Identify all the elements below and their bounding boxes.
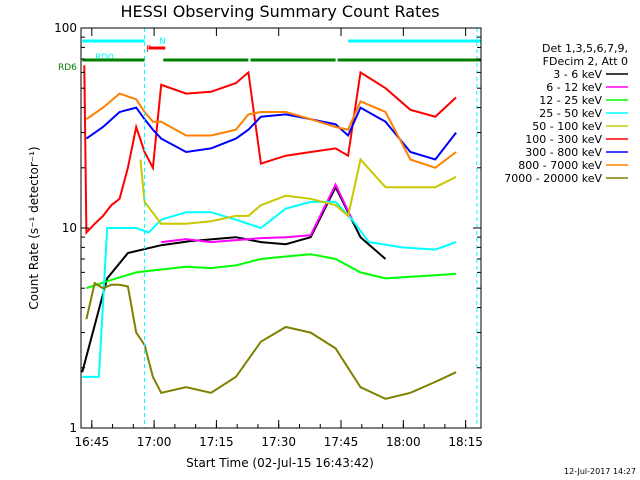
x-tick-label: 16:45 <box>75 435 110 449</box>
y-tick-label: 10 <box>62 221 77 235</box>
y-tick-label: 100 <box>54 21 77 35</box>
legend-label-12-25-kev: 12 - 25 keV <box>539 94 602 107</box>
flag-label-f: F <box>146 45 151 55</box>
flag-label-n: N <box>159 37 166 47</box>
footer-date: 12-Jul-2017 14:27 <box>564 467 636 476</box>
legend: Det 1,3,5,6,7,9, FDecim 2, Att 0 3 - 6 k… <box>504 42 628 185</box>
series-line-50-100-kev <box>139 157 457 225</box>
legend-label-6-12-kev: 6 - 12 keV <box>546 81 602 94</box>
series-line-12-25-kev <box>86 253 457 290</box>
x-tick-label: 17:00 <box>137 435 172 449</box>
legend-header-line-1: Det 1,3,5,6,7,9, <box>542 42 628 55</box>
x-tick-label: 18:15 <box>448 435 483 449</box>
legend-label-50-100-kev: 50 - 100 keV <box>532 120 602 133</box>
legend-label-300-800-kev: 300 - 800 keV <box>525 146 602 159</box>
y-axis-label: Count Rate (s⁻¹ detector⁻¹) <box>27 146 41 309</box>
legend-label-25-50-kev: 25 - 50 keV <box>539 107 602 120</box>
flag-label-rd6: RD6 <box>58 63 77 73</box>
x-tick-label: 17:15 <box>199 435 234 449</box>
series-line-300-800-kev <box>85 106 457 161</box>
x-tick-label: 18:00 <box>386 435 421 449</box>
series-line-7000-20000-kev <box>85 281 457 400</box>
legend-label-3-6-kev: 3 - 6 keV <box>553 68 602 81</box>
x-tick-label: 17:45 <box>324 435 359 449</box>
plot-frame <box>80 27 482 429</box>
x-tick-label: 17:30 <box>261 435 296 449</box>
legend-label-100-300-kev: 100 - 300 keV <box>525 133 602 146</box>
legend-label-800-7000-kev: 800 - 7000 keV <box>518 159 602 172</box>
y-axis: 1 10 100 <box>54 21 481 435</box>
legend-label-7000-20000-kev: 7000 - 20000 keV <box>504 172 602 185</box>
series-line-25-50-kev <box>82 200 457 378</box>
x-axis: 16:45 17:00 17:15 17:30 17:45 18:00 18:15 <box>75 28 483 449</box>
plot-area: RD0 NF RD6 <box>58 28 481 428</box>
chart-title: HESSI Observing Summary Count Rates <box>120 2 439 21</box>
series-line-100-300-kev <box>83 65 457 235</box>
legend-header-line-2: FDecim 2, Att 0 <box>543 55 628 68</box>
x-axis-label: Start Time (02-Jul-15 16:43:42) <box>186 456 374 470</box>
series-line-800-7000-kev <box>85 92 457 169</box>
series-line-3-6-kev <box>81 184 387 373</box>
flag-label-rd0: RD0 <box>95 53 114 63</box>
y-tick-label: 1 <box>69 421 77 435</box>
